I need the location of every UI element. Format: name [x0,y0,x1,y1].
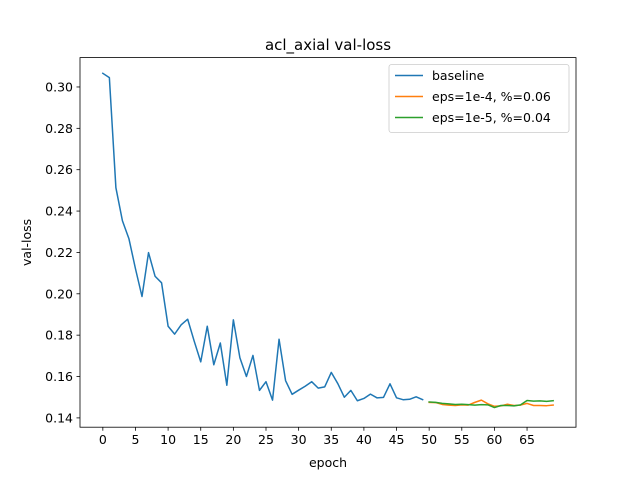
series-line-2 [428,399,554,409]
x-tick-label: 55 [454,432,470,447]
y-tick-label: 0.28 [45,121,73,136]
x-axis-ticks: 0 5 10 15 20 25 30 35 40 45 50 55 60 65 [99,427,535,447]
x-tick-label: 25 [258,432,274,447]
x-tick-label: 10 [160,432,176,447]
x-tick-label: 45 [389,432,405,447]
series-line-1 [428,399,554,408]
x-tick-label: 5 [131,432,139,447]
y-tick-label: 0.18 [45,328,73,343]
y-tick-label: 0.22 [45,245,73,260]
y-tick-label: 0.26 [45,162,73,177]
x-tick-label: 35 [323,432,339,447]
series-line-0 [101,72,424,402]
x-tick-label: 0 [99,432,107,447]
legend: baseline eps=1e-4, %=0.06 eps=1e-5, %=0.04 [388,64,570,133]
series-layer [101,72,554,409]
y-tick-label: 0.24 [45,204,73,219]
legend-label-2: eps=1e-5, %=0.04 [432,110,551,125]
axes-frame [79,57,577,428]
x-axis-label: epoch [309,455,347,470]
x-tick-label: 60 [486,432,502,447]
legend-label-1: eps=1e-4, %=0.06 [432,89,551,104]
y-tick-label: 0.20 [45,286,73,301]
x-tick-label: 30 [291,432,307,447]
x-tick-label: 15 [193,432,209,447]
y-tick-label: 0.30 [45,79,73,94]
x-tick-label: 20 [225,432,241,447]
y-tick-label: 0.16 [45,369,73,384]
y-tick-label: 0.14 [45,410,73,425]
x-tick-label: 40 [356,432,372,447]
legend-label-0: baseline [432,68,485,83]
y-axis-ticks: 0.14 0.16 0.18 0.20 0.22 0.24 0.26 0.28 0.30 [45,79,80,425]
chart-title: acl_axial val-loss [265,36,391,55]
x-tick-label: 50 [421,432,437,447]
legend-box [388,64,570,133]
x-tick-label: 65 [519,432,535,447]
y-axis-label: val-loss [19,219,34,266]
